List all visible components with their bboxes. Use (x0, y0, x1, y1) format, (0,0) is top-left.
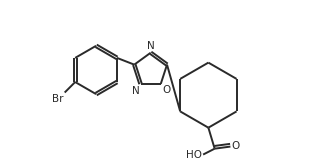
Text: Br: Br (52, 94, 63, 104)
Text: O: O (232, 141, 240, 151)
Text: N: N (132, 85, 139, 96)
Text: HO: HO (186, 150, 202, 160)
Text: N: N (147, 41, 155, 51)
Text: O: O (162, 85, 171, 95)
